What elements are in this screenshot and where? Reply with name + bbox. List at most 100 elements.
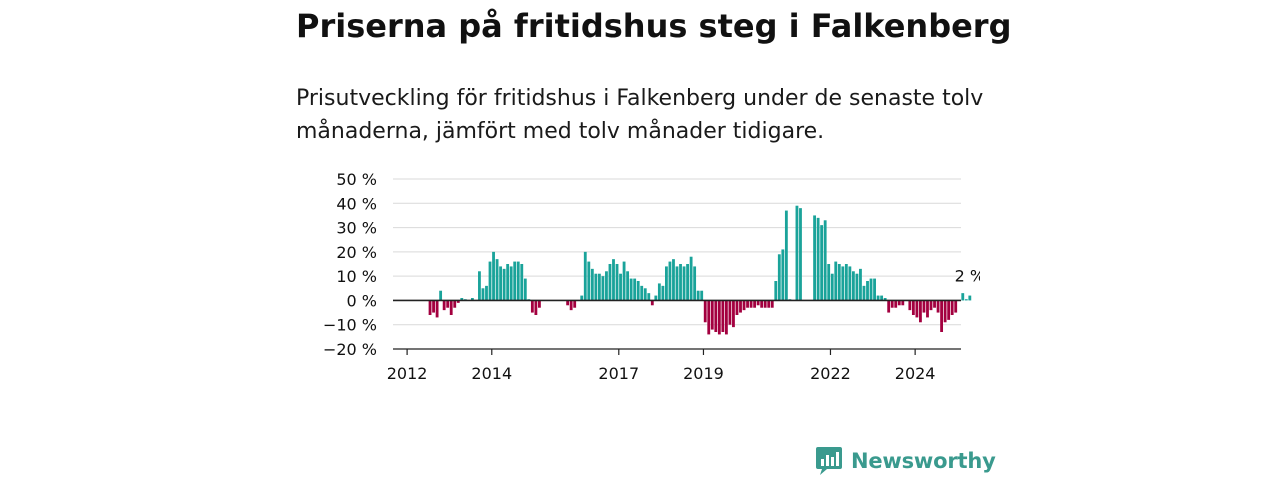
bar [590, 268, 594, 301]
bar [516, 261, 520, 301]
bar [534, 300, 538, 315]
bar [485, 285, 488, 301]
bar [908, 300, 912, 311]
bar [873, 278, 876, 301]
bar [679, 264, 682, 301]
bar [851, 271, 855, 301]
bar [770, 300, 774, 308]
bar [432, 300, 435, 313]
y-tick-label: 20 % [336, 243, 377, 262]
bar [760, 300, 764, 308]
y-tick-label: −20 % [323, 340, 377, 359]
bar [643, 288, 647, 301]
bar [961, 293, 965, 301]
bar [597, 273, 601, 301]
bar [647, 293, 651, 301]
bar [456, 300, 460, 303]
bar [943, 300, 947, 323]
data-label: 2 % [955, 267, 980, 286]
bar [629, 278, 633, 301]
bar [492, 251, 495, 301]
bar [837, 264, 841, 301]
bar [569, 300, 573, 311]
bar [894, 300, 898, 308]
bar [710, 300, 714, 330]
bar [594, 273, 598, 301]
bar [665, 266, 668, 301]
bar [950, 300, 954, 315]
x-tick-label: 2017 [598, 364, 639, 383]
bar [721, 300, 725, 332]
bar [520, 264, 524, 301]
chart: −20 % −10 % 0 % 10 % 20 % 30 % 40 % 50 % 2012 201… [323, 170, 980, 383]
bar [866, 281, 869, 301]
axis-layer [393, 299, 961, 355]
bar [700, 290, 704, 301]
bar [650, 300, 654, 306]
bar [859, 268, 862, 301]
y-tick-label: 10 % [336, 267, 377, 286]
bar [587, 261, 591, 301]
bar [739, 300, 742, 313]
x-tick-label: 2014 [471, 364, 512, 383]
bar [820, 225, 824, 301]
bar [661, 285, 665, 301]
y-tick-label: −10 % [323, 316, 377, 335]
bar [799, 208, 802, 301]
bar [619, 273, 622, 301]
bar [954, 300, 958, 313]
grid-layer [393, 178, 961, 350]
bar [919, 300, 922, 323]
bar [636, 281, 640, 301]
bar [844, 264, 848, 301]
bar [675, 266, 679, 301]
bar [608, 264, 612, 301]
bar [460, 298, 464, 301]
bar [513, 261, 517, 301]
bar [668, 261, 672, 301]
bar [703, 300, 707, 323]
bar [830, 273, 834, 301]
bar [862, 285, 866, 301]
x-tick-label: 2022 [810, 364, 851, 383]
y-tick-label: 0 % [347, 291, 377, 310]
y-tick-label: 40 % [336, 194, 377, 213]
page-title: Priserna på fritidshus steg i Falkenberg [296, 7, 1012, 45]
bar [756, 300, 760, 306]
bar [929, 300, 933, 311]
bar [880, 295, 884, 301]
bar [530, 300, 534, 313]
bar [784, 210, 788, 301]
bar [714, 300, 718, 332]
bar [781, 249, 785, 301]
bar [897, 300, 901, 306]
x-tick-label: 2024 [895, 364, 936, 383]
bar [707, 300, 711, 335]
bar [523, 278, 527, 301]
bar [573, 300, 577, 308]
bar [869, 278, 873, 301]
page-subtitle: Prisutveckling för fritidshus i Falkenbe… [296, 86, 984, 144]
bar [767, 300, 771, 308]
bar [777, 254, 781, 301]
bar [763, 300, 767, 308]
bar [488, 261, 492, 301]
bar [442, 300, 446, 311]
bar [735, 300, 739, 315]
bar [728, 300, 732, 325]
y-tick-label: 50 % [336, 170, 377, 189]
bar [633, 278, 637, 301]
bar [682, 266, 686, 301]
bar [841, 266, 845, 301]
bar [495, 259, 499, 301]
bar [657, 283, 661, 301]
bar [566, 300, 570, 306]
bar [626, 271, 630, 301]
brand: Newsworthy [815, 444, 996, 478]
y-tick-label: 30 % [336, 219, 377, 238]
bar [901, 300, 905, 306]
bar [612, 259, 615, 301]
bar [915, 300, 919, 318]
bar [499, 266, 503, 301]
bar [449, 300, 453, 315]
